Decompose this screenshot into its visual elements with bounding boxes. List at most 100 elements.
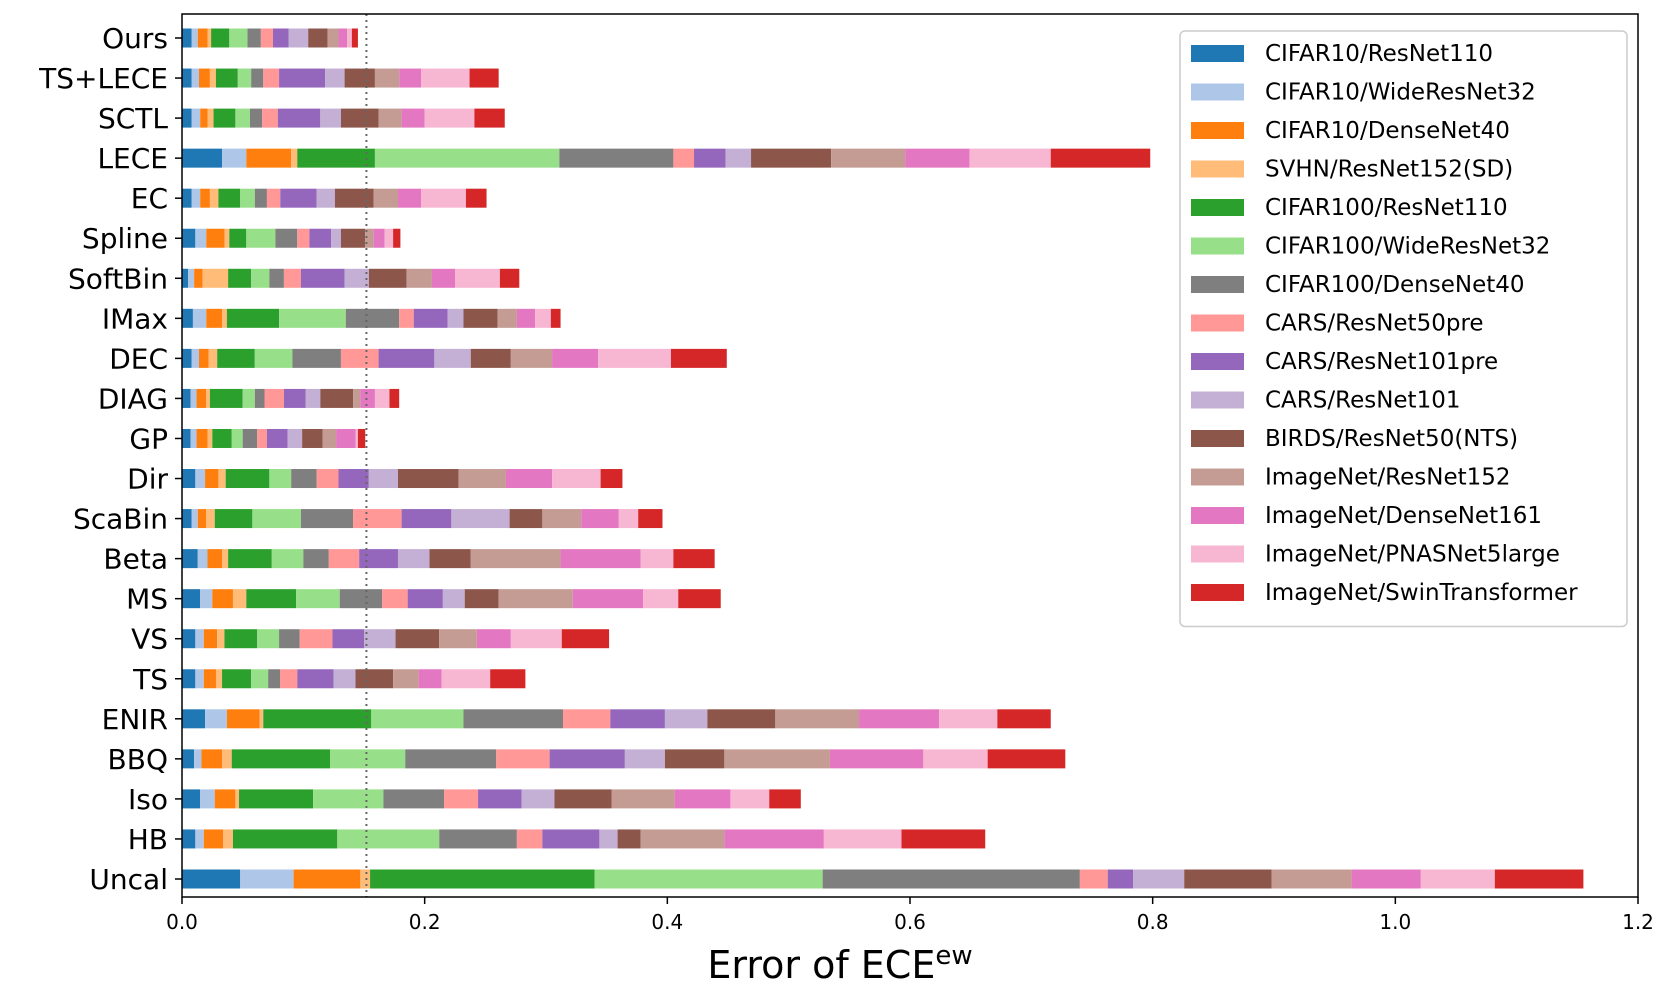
x-tick-label: 0.0: [166, 910, 198, 934]
bar-segment-20-0: [182, 829, 196, 849]
bar-segment-18-7: [496, 749, 550, 769]
bar-segment-3-7: [673, 148, 695, 168]
bar-segment-15-1: [195, 629, 204, 649]
x-axis-label: Error of ECEew: [707, 941, 972, 987]
bar-segment-9-12: [360, 388, 375, 408]
bar-segment-14-1: [200, 589, 213, 609]
bar-segment-15-11: [439, 629, 477, 649]
legend-label: ImageNet/ResNet152: [1265, 465, 1511, 491]
bar-segment-11-14: [600, 469, 623, 489]
bar-segment-7-5: [279, 308, 346, 328]
bar-segment-15-5: [257, 629, 280, 649]
legend-swatch: [1191, 314, 1244, 332]
bar-segment-5-13: [384, 228, 394, 248]
legend-swatch: [1191, 391, 1244, 409]
bar-segment-3-10: [751, 148, 832, 168]
bar-segment-18-11: [724, 749, 830, 769]
bar-segment-14-11: [498, 589, 573, 609]
bar-segment-12-5: [252, 509, 301, 529]
bar-segment-16-10: [355, 669, 394, 689]
bar-segment-6-10: [368, 268, 407, 288]
bar-segment-14-12: [572, 589, 644, 609]
bar-segment-12-13: [618, 509, 639, 529]
bar-segment-3-8: [694, 148, 726, 168]
bar-segment-21-1: [240, 869, 294, 889]
bar-segment-4-14: [465, 188, 487, 208]
bar-segment-20-2: [203, 829, 224, 849]
bar-segment-4-0: [182, 188, 192, 208]
bar-segment-17-9: [664, 709, 708, 729]
bar-segment-10-9: [287, 428, 303, 448]
bar-segment-17-1: [205, 709, 227, 729]
legend-swatch: [1191, 83, 1244, 101]
bar-segment-13-4: [228, 549, 272, 569]
bar-segment-5-8: [309, 228, 332, 248]
bar-segment-21-12: [1351, 869, 1421, 889]
bar-segment-3-2: [246, 148, 292, 168]
bar-segment-19-7: [444, 789, 479, 809]
bar-segment-6-2: [194, 268, 203, 288]
y-tick-label: Ours: [102, 22, 168, 55]
bar-segment-19-8: [478, 789, 522, 809]
bar-segment-14-5: [296, 589, 340, 609]
bar-segment-6-8: [300, 268, 345, 288]
bar-segment-7-14: [550, 308, 561, 328]
bar-segment-9-5: [242, 388, 255, 408]
bar-segment-12-11: [542, 509, 582, 529]
bar-segment-20-11: [640, 829, 725, 849]
bar-segment-1-1: [191, 68, 199, 88]
bar-segment-13-3: [222, 549, 229, 569]
legend-label: CIFAR100/DenseNet40: [1265, 272, 1525, 298]
bar-segment-8-13: [598, 348, 671, 368]
bar-segment-0-4: [211, 28, 230, 48]
bar-segment-2-4: [213, 108, 236, 128]
bar-segment-9-14: [389, 388, 400, 408]
y-tick-label: Dir: [127, 463, 168, 496]
y-tick-layer: Ours TS+LECE SCTL LECE EC Spline SoftBin IMax DE…: [38, 22, 182, 896]
bar-segment-5-1: [195, 228, 207, 248]
bar-segment-12-2: [197, 509, 207, 529]
legend: CIFAR10/ResNet110 CIFAR10/WideResNet32 CIF…: [1179, 30, 1628, 628]
bar-segment-0-10: [308, 28, 328, 48]
bar-segment-7-12: [516, 308, 536, 328]
bar-segment-19-5: [313, 789, 384, 809]
bar-segment-0-11: [327, 28, 339, 48]
bar-segment-1-9: [325, 68, 345, 88]
bar-segment-4-3: [209, 188, 219, 208]
bar-segment-18-5: [330, 749, 406, 769]
bar-segment-0-2: [197, 28, 208, 48]
bar-segment-1-12: [399, 68, 422, 88]
bar-segment-16-12: [418, 669, 442, 689]
y-tick-label: ENIR: [102, 703, 168, 736]
bar-segment-10-0: [182, 428, 191, 448]
bar-segment-17-14: [997, 709, 1051, 729]
x-tick-layer: 0.0 0.2 0.4 0.6 0.8 1.0 1.2: [166, 897, 1654, 934]
bar-segment-6-11: [406, 268, 432, 288]
bar-segment-20-1: [195, 829, 204, 849]
bar-segment-15-3: [217, 629, 225, 649]
bar-segment-13-8: [359, 549, 398, 569]
bar-segment-13-7: [328, 549, 360, 569]
bar-segment-17-8: [610, 709, 665, 729]
bar-segment-17-6: [463, 709, 563, 729]
y-tick-label: DEC: [109, 342, 168, 375]
bar-segment-8-3: [208, 348, 218, 368]
bar-segment-20-10: [617, 829, 641, 849]
bar-segment-2-7: [262, 108, 278, 128]
bar-segment-7-6: [345, 308, 400, 328]
legend-label: ImageNet/PNASNet5large: [1265, 542, 1560, 568]
y-tick-label: Uncal: [89, 863, 168, 896]
bar-segment-4-12: [397, 188, 422, 208]
bar-segment-5-9: [331, 228, 341, 248]
bar-segment-20-7: [516, 829, 543, 849]
bar-segment-8-12: [552, 348, 599, 368]
legend-label: CARS/ResNet50pre: [1265, 311, 1484, 337]
bar-segment-2-11: [378, 108, 402, 128]
bar-segment-11-1: [195, 469, 206, 489]
bar-segment-8-1: [191, 348, 199, 368]
legend-label: ImageNet/DenseNet161: [1265, 503, 1542, 529]
bar-segment-21-4: [370, 869, 595, 889]
bar-segment-16-13: [441, 669, 491, 689]
legend-label: SVHN/ResNet152(SD): [1265, 157, 1513, 183]
bar-segment-20-14: [901, 829, 986, 849]
